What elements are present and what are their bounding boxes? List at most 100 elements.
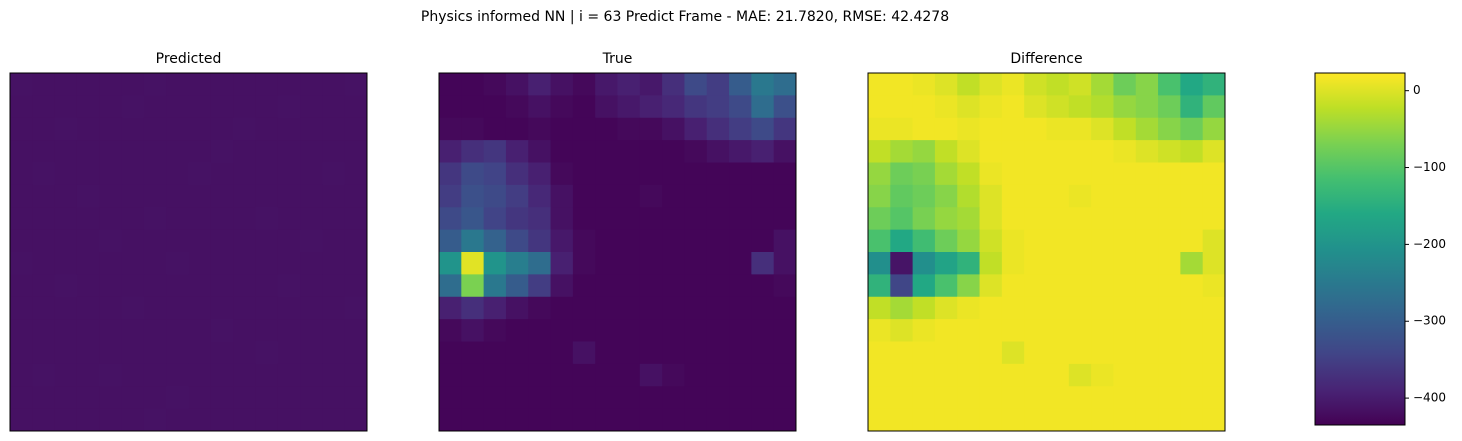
heatmap-cell: [934, 386, 958, 410]
heatmap-cell: [890, 229, 914, 253]
heatmap-cell: [344, 408, 368, 432]
heatmap-cell: [1001, 73, 1025, 96]
heatmap-cell: [1091, 386, 1114, 410]
heatmap-cell: [868, 296, 891, 320]
heatmap-cell: [868, 341, 891, 365]
heatmap-cell: [344, 274, 368, 298]
colorbar: [1314, 72, 1406, 426]
heatmap-cell: [344, 95, 368, 119]
heatmap-cell: [32, 252, 56, 275]
heatmap-cell: [617, 386, 641, 410]
heatmap-cell: [1046, 73, 1070, 96]
heatmap-cell: [1024, 117, 1047, 141]
heatmap-cell: [461, 296, 485, 320]
heatmap-cell: [729, 207, 752, 231]
heatmap-cell: [505, 117, 529, 141]
heatmap-cell: [300, 386, 323, 410]
heatmap-cell: [684, 140, 708, 163]
heatmap-cell: [1024, 341, 1047, 365]
heatmap-cell: [1091, 117, 1114, 141]
heatmap-cell: [99, 229, 123, 253]
heatmap-cell: [143, 408, 167, 432]
heatmap-cell: [773, 296, 797, 320]
heatmap-cell: [617, 252, 641, 275]
heatmap-cell: [639, 252, 663, 275]
heatmap-cell: [1046, 341, 1070, 365]
heatmap-cell: [277, 162, 301, 186]
heatmap-cell: [957, 207, 981, 231]
heatmap-cell: [773, 162, 797, 186]
heatmap-cell: [528, 319, 552, 342]
heatmap-cell: [890, 95, 914, 119]
heatmap-cell: [1001, 252, 1025, 275]
heatmap-cell: [255, 140, 279, 163]
heatmap-cell: [121, 117, 145, 141]
heatmap-cell: [121, 252, 145, 275]
heatmap-cell: [528, 73, 552, 96]
heatmap-cell: [483, 207, 507, 231]
heatmap-cell: [166, 319, 189, 342]
heatmap-cell: [210, 95, 234, 119]
heatmap-cell: [1091, 140, 1114, 163]
heatmap-cell: [505, 229, 529, 253]
heatmap-cell: [166, 274, 189, 298]
heatmap-cell: [10, 207, 33, 231]
heatmap-cell: [10, 162, 33, 186]
heatmap-cell: [54, 296, 78, 320]
heatmap-cell: [1158, 162, 1181, 186]
heatmap-cell: [1180, 229, 1204, 253]
heatmap-cell: [143, 252, 167, 275]
heatmap-cell: [1113, 363, 1137, 387]
heatmap-cell: [166, 408, 189, 432]
heatmap-cell: [751, 408, 775, 432]
heatmap-cell: [1158, 207, 1181, 231]
heatmap-cell: [255, 207, 279, 231]
heatmap-cell: [1202, 117, 1226, 141]
heatmap-cell: [639, 73, 663, 96]
heatmap-cell: [10, 229, 33, 253]
heatmap-cell: [233, 408, 256, 432]
heatmap-cell: [684, 95, 708, 119]
heatmap-cell: [32, 274, 56, 298]
heatmap-cell: [300, 363, 323, 387]
heatmap-cell: [10, 274, 33, 298]
heatmap-cell: [99, 207, 123, 231]
heatmap-cell: [300, 319, 323, 342]
heatmap-cell: [528, 274, 552, 298]
heatmap-cell: [1180, 95, 1204, 119]
heatmap-cell: [143, 386, 167, 410]
heatmap-cell: [344, 229, 368, 253]
heatmap-cell: [1068, 296, 1092, 320]
heatmap-cell: [979, 162, 1003, 186]
heatmap-cell: [322, 73, 346, 96]
heatmap-cell: [639, 408, 663, 432]
heatmap-cell: [1180, 252, 1204, 275]
heatmap-cell: [528, 252, 552, 275]
heatmap-cell: [1001, 95, 1025, 119]
heatmap-cell: [684, 252, 708, 275]
heatmap-cell: [483, 229, 507, 253]
heatmap-cell: [890, 296, 914, 320]
heatmap-cell: [550, 274, 574, 298]
heatmap-cell: [1158, 140, 1181, 163]
heatmap-cell: [729, 386, 752, 410]
heatmap-cell: [773, 229, 797, 253]
heatmap-cell: [188, 162, 212, 186]
heatmap-cell: [1091, 319, 1114, 342]
heatmap-cell: [684, 274, 708, 298]
heatmap-cell: [505, 73, 529, 96]
heatmap-cell: [957, 296, 981, 320]
heatmap-cell: [912, 341, 936, 365]
heatmap-cell: [662, 296, 685, 320]
heatmap-cell: [572, 341, 596, 365]
heatmap-cell: [300, 229, 323, 253]
heatmap-cell: [1202, 73, 1226, 96]
heatmap-cell: [483, 252, 507, 275]
heatmap-cell: [773, 274, 797, 298]
heatmap-cell: [99, 140, 123, 163]
heatmap-cell: [300, 207, 323, 231]
heatmap-cell: [1135, 207, 1159, 231]
heatmap-cell: [550, 341, 574, 365]
heatmap-cell: [483, 386, 507, 410]
heatmap-cell: [54, 341, 78, 365]
